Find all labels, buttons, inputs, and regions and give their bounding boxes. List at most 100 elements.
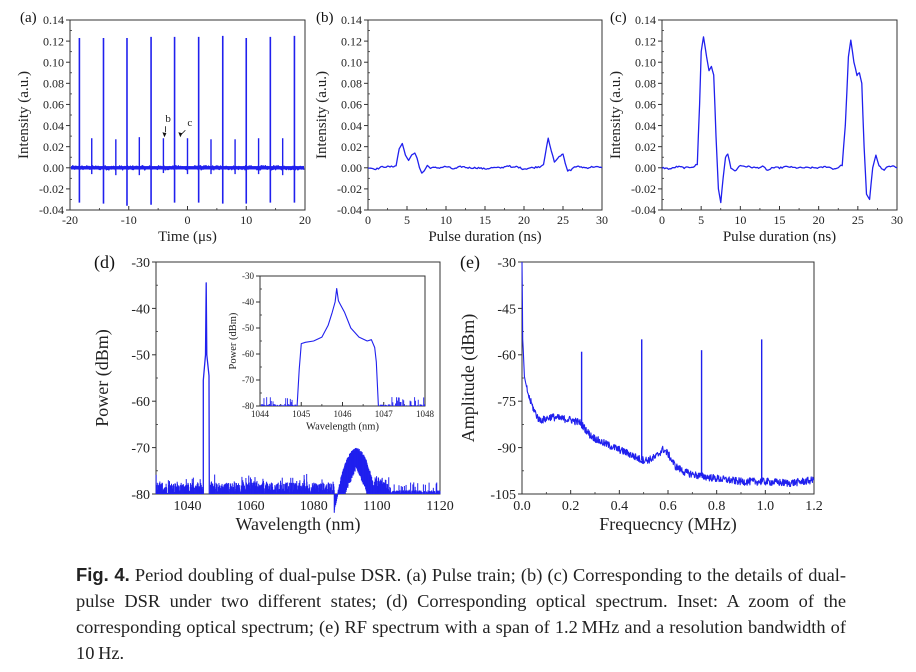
chart-e-ytick-label: -60 xyxy=(497,349,516,364)
chart-e-xtick-label: 1.2 xyxy=(805,499,823,514)
chart-b-xtick-label: 25 xyxy=(557,213,569,227)
chart-d-inset-ytick-label: -70 xyxy=(242,375,254,385)
chart-a-panel-label: (a) xyxy=(20,10,37,26)
chart-b-ytick-label: 0.06 xyxy=(341,98,362,112)
chart-b-xtick-label: 30 xyxy=(596,213,608,227)
chart-b-ytick-label: 0.08 xyxy=(341,77,362,91)
chart-c-ytick-label: 0.06 xyxy=(635,98,656,112)
chart-d-noise-floor xyxy=(155,473,441,494)
chart-b-ytick-label: 0.00 xyxy=(341,161,362,175)
chart-d-ytick-label: -50 xyxy=(131,349,150,364)
chart-b-xtick-label: 10 xyxy=(440,213,452,227)
chart-b-ytick-label: 0.10 xyxy=(341,55,362,69)
chart-c-ytick-label: 0.02 xyxy=(635,140,656,154)
chart-a-ytick-label: 0.00 xyxy=(43,161,64,175)
chart-d-inset-series-line xyxy=(296,287,379,407)
chart-d-axes: 1040 1060 1080 1100 1120 -80 -70 -60 -50 -40 -30 Wa… xyxy=(92,256,454,535)
chart-c-ytick-label: 0.08 xyxy=(635,77,656,91)
chart-d-ytick-label: -80 xyxy=(131,488,150,503)
chart-e-ytick-label: -45 xyxy=(497,302,516,317)
chart-c-plot-frame xyxy=(661,19,898,211)
chart-a-annotation-label: b xyxy=(165,113,171,125)
chart-e-ytick-label: -75 xyxy=(497,395,516,410)
chart-d-inset-ytick-label: -50 xyxy=(242,323,254,333)
chart-d-xtick-label: 1040 xyxy=(174,499,202,514)
chart-d-ytick-label: -30 xyxy=(131,256,150,271)
chart-d-panel-label: (d) xyxy=(94,252,115,273)
chart-b-axes: 0 5 10 15 20 25 30 -0.04 -0.02 0.00 0.02 0.04 0.06 0.… xyxy=(314,13,608,245)
chart-c-xtick-label: 10 xyxy=(734,213,746,227)
chart-a-xtick-label: 20 xyxy=(299,213,311,227)
chart-e-ytick-label: -90 xyxy=(497,442,516,457)
chart-d-inset-background xyxy=(260,276,425,406)
chart-a-annotation-arrowhead xyxy=(178,132,183,138)
chart-b-series-line xyxy=(368,137,603,174)
chart-e-ytick-label: -105 xyxy=(490,488,516,503)
chart-a-annotation-arrowhead xyxy=(162,132,167,138)
chart-c-axes: 0 5 10 15 20 25 30 -0.04 -0.02 0.00 0.02 0.04 0.06 0.… xyxy=(608,13,903,245)
chart-d-xtick-label: 1120 xyxy=(426,499,453,514)
chart-d-yaxis-title: Power (dBm) xyxy=(92,329,113,427)
chart-a-ytick-label: 0.06 xyxy=(43,98,64,112)
chart-c-ytick-label: 0.12 xyxy=(635,34,656,48)
chart-d-inset-ytick-label: -30 xyxy=(242,271,254,281)
chart-b-ytick-label: -0.04 xyxy=(337,203,362,217)
chart-b-ytick-label: -0.02 xyxy=(337,182,362,196)
chart-e-xtick-label: 1.0 xyxy=(757,499,775,514)
caption-label: Fig. 4. xyxy=(76,564,130,585)
chart-d-ytick-label: -70 xyxy=(131,442,150,457)
chart-d-inset-ytick-label: -40 xyxy=(242,297,254,307)
chart-e-axes: 0.0 0.2 0.4 0.6 0.8 1.0 1.2 -105 -90 -75 -60 -45 -30… xyxy=(458,256,823,535)
chart-a-annotation-label: c xyxy=(187,117,192,129)
chart-d-inset-xtick-label: 1047 xyxy=(375,409,394,419)
chart-d-secondary-band xyxy=(333,447,375,513)
chart-a-xtick-label: 0 xyxy=(185,213,191,227)
chart-c-xtick-label: 25 xyxy=(852,213,864,227)
chart-d-ytick-label: -40 xyxy=(131,302,150,317)
figure-caption: Fig. 4. Period doubling of dual-pulse DS… xyxy=(76,562,846,666)
chart-b-yaxis-title: Intensity (a.u.) xyxy=(314,71,330,159)
chart-e-plot-frame xyxy=(521,261,815,495)
chart-c-xtick-label: 20 xyxy=(813,213,825,227)
chart-a-xtick-label: -20 xyxy=(62,213,78,227)
chart-e-xtick-label: 0.6 xyxy=(659,499,677,514)
chart-e-xtick-label: 0.8 xyxy=(708,499,726,514)
chart-a-xtick-label: 10 xyxy=(240,213,252,227)
chart-d-main-peak xyxy=(202,282,210,495)
chart-a-ytick-label: 0.08 xyxy=(43,77,64,91)
chart-a-ytick-label: -0.02 xyxy=(39,182,64,196)
chart-c-ytick-label: 0.04 xyxy=(635,119,656,133)
chart-c-series-line xyxy=(661,36,898,204)
chart-c-xtick-label: 5 xyxy=(698,213,704,227)
chart-e-xaxis-title: Frequecncy (MHz) xyxy=(599,514,736,535)
chart-c-ytick-label: -0.02 xyxy=(631,182,656,196)
chart-a-xaxis-title: Time (μs) xyxy=(158,229,217,245)
chart-d-xtick-label: 1080 xyxy=(300,499,328,514)
chart-c-xaxis-title: Pulse duration (ns) xyxy=(723,229,836,245)
chart-d-inset-yaxis-title: Power (dBm) xyxy=(228,312,239,369)
chart-e-xtick-label: 0.4 xyxy=(611,499,629,514)
chart-c-panel-label: (c) xyxy=(610,10,627,26)
chart-e-panel-label: (e) xyxy=(460,252,480,273)
chart-b-xtick-label: 0 xyxy=(365,213,371,227)
chart-e-xtick-label: 0.2 xyxy=(562,499,580,514)
chart-b-xtick-label: 20 xyxy=(518,213,530,227)
chart-b-xaxis-title: Pulse duration (ns) xyxy=(428,229,541,245)
chart-d-xtick-label: 1060 xyxy=(237,499,265,514)
chart-a-ytick-label: 0.02 xyxy=(43,140,64,154)
chart-a-xtick-label: -10 xyxy=(121,213,137,227)
chart-e-xtick-label: 0.0 xyxy=(513,499,531,514)
chart-a-ytick-label: 0.12 xyxy=(43,34,64,48)
chart-b-ytick-label: 0.12 xyxy=(341,34,362,48)
chart-b-ytick-label: 0.14 xyxy=(341,13,362,27)
chart-a-ytick-label: 0.04 xyxy=(43,119,64,133)
chart-d-inset-xtick-label: 1045 xyxy=(292,409,311,419)
chart-d-inset-xaxis-title: Wavelength (nm) xyxy=(306,422,379,433)
chart-e-ytick-label: -30 xyxy=(497,256,516,271)
chart-e-series-line xyxy=(521,261,815,488)
chart-d-inset-xtick-label: 1046 xyxy=(334,409,353,419)
chart-a-ytick-label: -0.04 xyxy=(39,203,64,217)
chart-d-inset-noise xyxy=(260,397,426,406)
chart-d-inset-xtick-label: 1048 xyxy=(416,409,435,419)
